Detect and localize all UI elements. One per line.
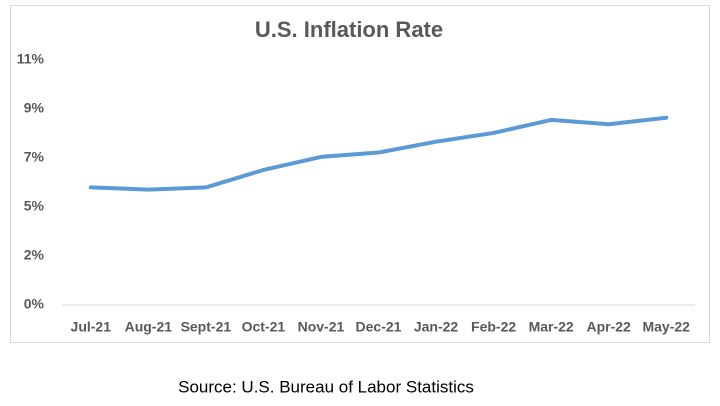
y-tick-label: 11% xyxy=(17,51,45,67)
x-tick-label: Mar-22 xyxy=(529,319,574,335)
x-tick-label: Apr-22 xyxy=(587,319,632,335)
y-tick-label: 9% xyxy=(24,100,45,116)
source-note: Source: U.S. Bureau of Labor Statistics xyxy=(178,377,474,396)
y-tick-label: 2% xyxy=(24,247,45,263)
x-tick-label: Jan-22 xyxy=(414,319,459,335)
x-tick-label: Feb-22 xyxy=(471,319,516,335)
x-tick-label: Dec-21 xyxy=(356,319,402,335)
chart-frame xyxy=(10,5,710,343)
y-tick-label: 7% xyxy=(24,149,45,165)
data-line xyxy=(88,115,669,192)
y-tick-label: 5% xyxy=(24,198,45,214)
chart-title: U.S. Inflation Rate xyxy=(255,17,443,42)
x-tick-label: Sept-21 xyxy=(181,319,232,335)
y-tick-label: 0% xyxy=(24,296,45,312)
x-tick-label: Nov-21 xyxy=(298,319,345,335)
x-tick-label: Aug-21 xyxy=(125,319,173,335)
x-tick-label: May-22 xyxy=(642,319,690,335)
x-tick-label: Jul-21 xyxy=(71,319,112,335)
x-tick-label: Oct-21 xyxy=(242,319,286,335)
